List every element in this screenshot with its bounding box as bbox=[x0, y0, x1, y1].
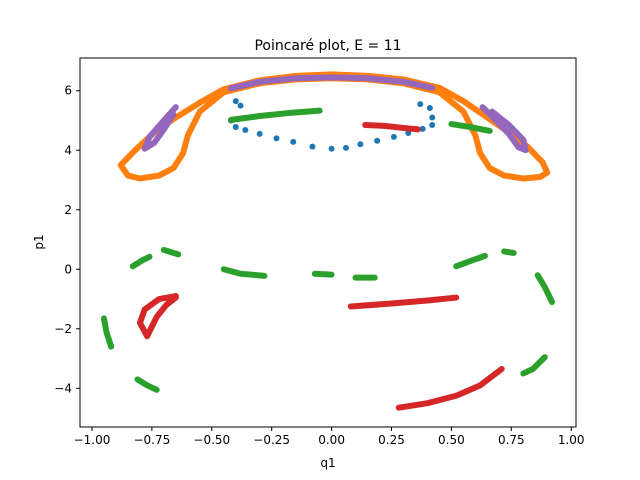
series-0-point-16 bbox=[429, 121, 436, 128]
y-tick-label: −4 bbox=[54, 381, 72, 395]
series-1-orbit bbox=[117, 71, 551, 182]
series-4-segment-1 bbox=[141, 104, 179, 152]
series-4-segment-0 bbox=[227, 74, 436, 92]
y-tick-label: 4 bbox=[64, 143, 72, 157]
x-tick-label: −0.75 bbox=[133, 433, 170, 447]
series-0-point-13 bbox=[390, 133, 397, 140]
series-2-segment-5 bbox=[311, 270, 335, 278]
series-0-point-19 bbox=[417, 101, 424, 108]
x-tick-label: 0.50 bbox=[438, 433, 465, 447]
x-tick-label: 1.00 bbox=[558, 433, 585, 447]
x-tick-label: 0.75 bbox=[498, 433, 525, 447]
series-2-segment-0 bbox=[227, 107, 323, 123]
series-0-point-5 bbox=[256, 130, 263, 137]
y-tick-label: 6 bbox=[64, 84, 72, 98]
series-4-segment-2 bbox=[479, 104, 529, 154]
series-0-point-12 bbox=[374, 137, 381, 144]
series-0-point-7 bbox=[290, 138, 297, 145]
series-2-segment-10 bbox=[100, 315, 115, 350]
x-tick-label: −1.00 bbox=[74, 433, 111, 447]
series-2-segment-2 bbox=[129, 253, 153, 270]
series-2-segment-4 bbox=[220, 266, 268, 279]
series-0-point-1 bbox=[237, 102, 244, 109]
series-3-segment-0 bbox=[362, 121, 421, 133]
y-axis-ticks: −4 −2 0 2 4 6 bbox=[54, 84, 80, 395]
y-tick-label: 0 bbox=[64, 262, 72, 276]
x-axis-ticks: −1.00 −0.75 −0.50 −0.25 0.00 0.25 0.50 0.75 1.00 bbox=[74, 427, 585, 447]
series-2-segment-7 bbox=[453, 252, 488, 270]
series-0-point-6 bbox=[273, 135, 280, 142]
series-3-segment-2 bbox=[347, 294, 460, 310]
y-tick-label: 2 bbox=[64, 203, 72, 217]
series-2-segment-8 bbox=[501, 248, 517, 256]
series-0-point-4 bbox=[242, 127, 249, 134]
series-2-segment-9 bbox=[534, 272, 556, 306]
y-axis-label: p1 bbox=[32, 234, 46, 249]
series-2-segment-3 bbox=[160, 246, 182, 258]
series-0-point-0 bbox=[232, 98, 239, 105]
plot-frame bbox=[79, 57, 577, 428]
series-2-segment-12 bbox=[520, 354, 548, 377]
series-0-point-18 bbox=[426, 104, 433, 111]
series-3-segment-1 bbox=[136, 293, 179, 340]
scatter-marks bbox=[100, 71, 556, 411]
x-axis-label: q1 bbox=[320, 456, 335, 470]
y-tick-label: −2 bbox=[54, 322, 72, 336]
series-0-point-17 bbox=[429, 114, 436, 121]
chart-title: Poincaré plot, E = 11 bbox=[254, 38, 401, 54]
series-0-point-9 bbox=[328, 145, 335, 152]
series-0-point-3 bbox=[232, 124, 239, 131]
series-2-segment-11 bbox=[134, 376, 160, 393]
x-tick-label: 0.25 bbox=[378, 433, 405, 447]
series-2-segment-1 bbox=[448, 121, 493, 134]
series-3-segment-3 bbox=[395, 365, 505, 411]
series-0-point-11 bbox=[357, 141, 364, 148]
series-0-point-15 bbox=[419, 125, 426, 132]
series-0-point-10 bbox=[342, 144, 349, 151]
x-tick-label: −0.25 bbox=[253, 433, 290, 447]
series-0-point-8 bbox=[309, 143, 316, 150]
x-tick-label: 0.00 bbox=[318, 433, 345, 447]
x-tick-label: −0.50 bbox=[193, 433, 230, 447]
